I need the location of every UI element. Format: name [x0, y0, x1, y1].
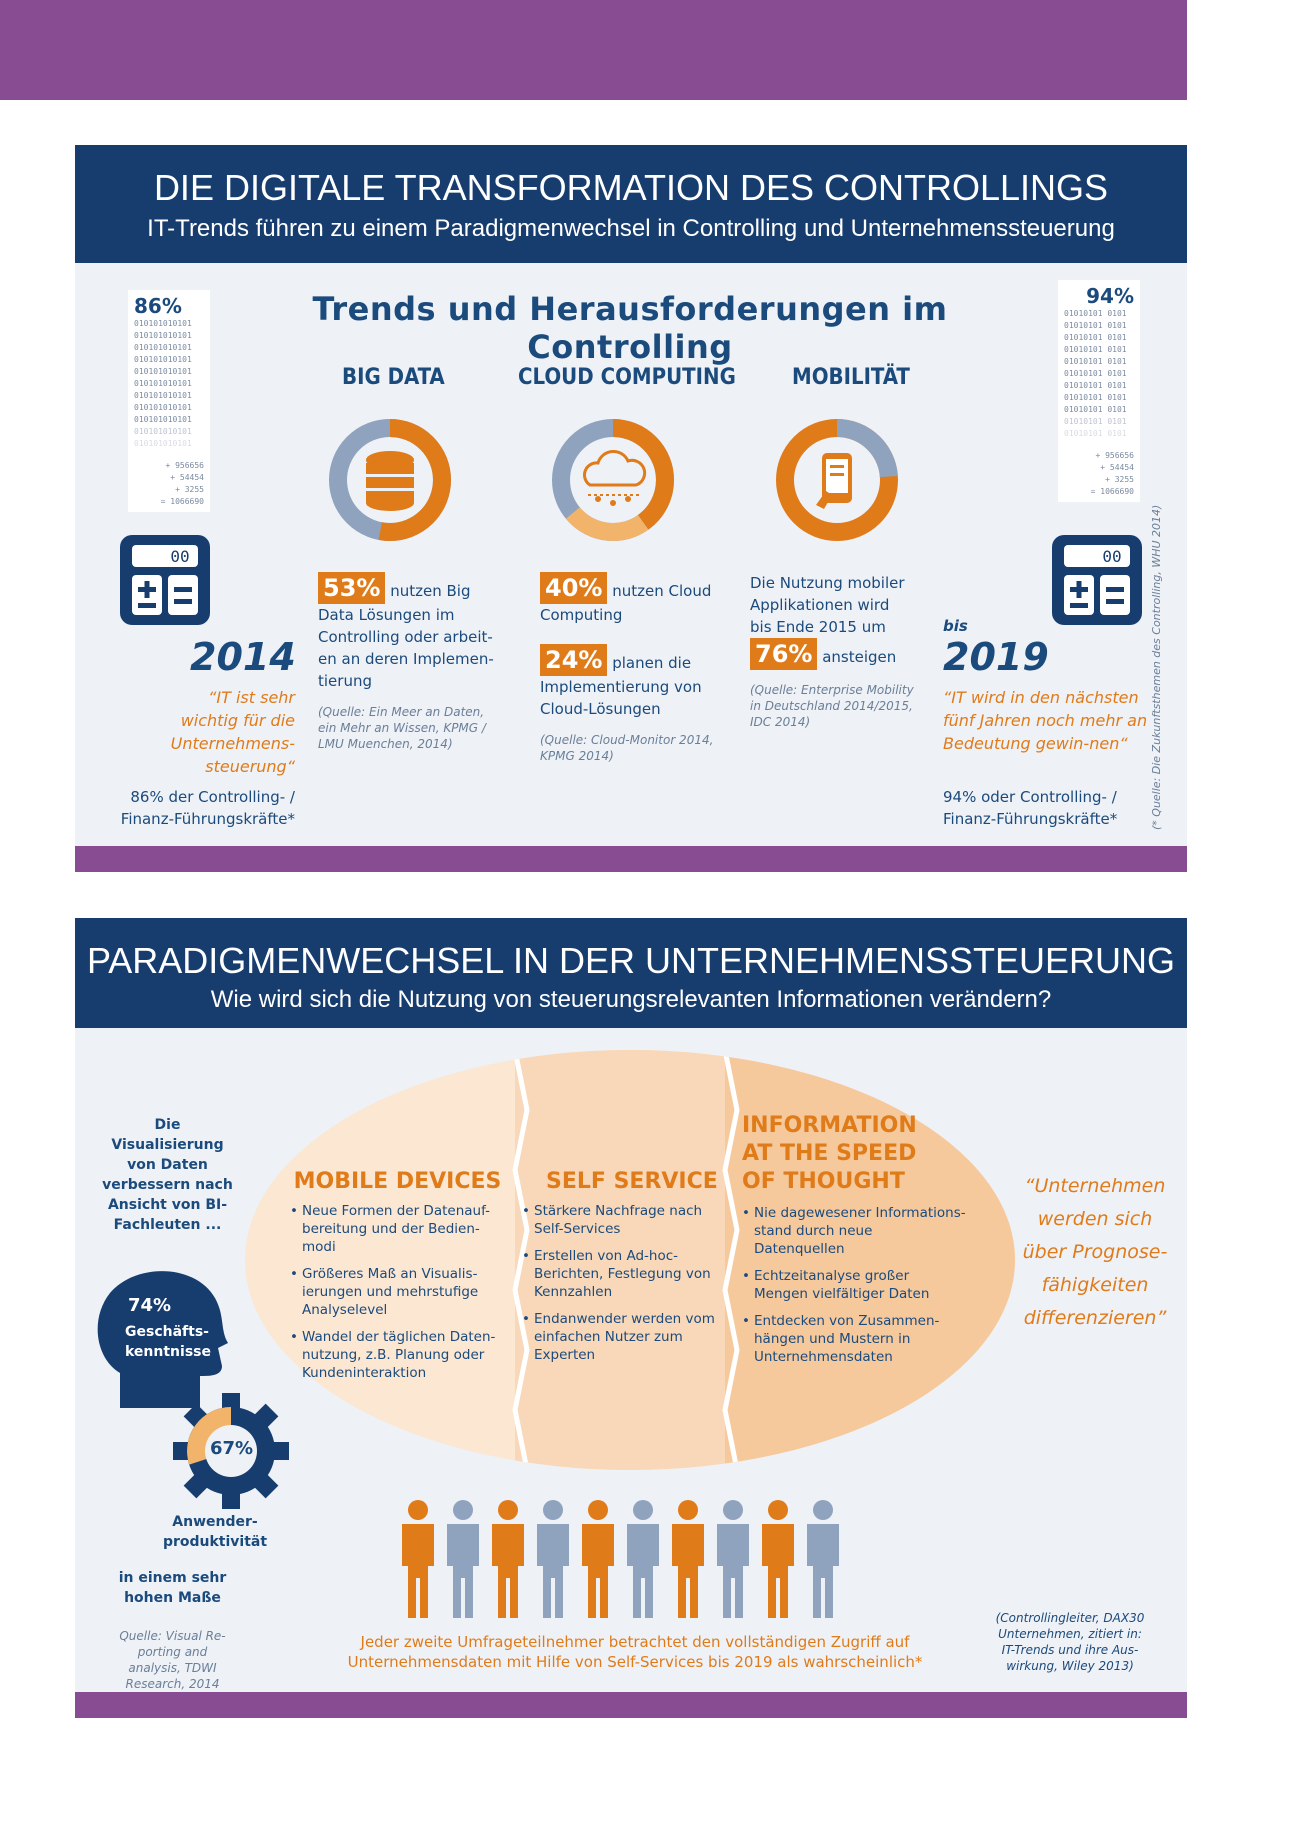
sum-lines-left: + 956656 + 54454 + 3255 = 1066690: [160, 461, 204, 506]
panel2-title: PARADIGMENWECHSEL IN DER UNTERNEHMENSSTE…: [86, 940, 1176, 981]
svg-text:00: 00: [170, 547, 189, 566]
panel-digital-transformation: [75, 145, 1187, 872]
head-icon: [90, 1258, 230, 1412]
right-percent: 94%: [1086, 284, 1134, 308]
receipt-right: 94% 01010101 0101 01010101 0101 01010101 0…: [1058, 280, 1140, 502]
infographic-title: Trends und Herausforderungen im Controll…: [312, 290, 948, 366]
calculator-icon-left: 00: [118, 533, 212, 631]
head-label: Geschäfts-kenntnisse: [125, 1324, 211, 1360]
calculator-icon-right: 00: [1050, 533, 1144, 631]
panel1-header: DIE DIGITALE TRANSFORMATION DES CONTROLL…: [75, 145, 1187, 263]
right-source: (Controllingleiter, DAX30 Unternehmen, z…: [995, 1611, 1145, 1673]
binary-stream-right: 01010101 0101 01010101 0101 01010101 0101 …: [1064, 309, 1127, 438]
quote-2014: “IT ist sehr wichtig für die Unternehmen…: [170, 688, 295, 776]
database-icon: [325, 415, 455, 549]
gear-percent: 67%: [210, 1438, 254, 1459]
panel1-subtitle: IT-Trends führen zu einem Paradigmenwech…: [147, 215, 1115, 242]
quote-2019: “IT wird in den nächsten fünf Jahren noc…: [943, 688, 1148, 753]
bullet: Entdecken von Zusammen-hängen und Muster…: [742, 1312, 967, 1366]
panel2-footer-bar: [75, 1692, 1187, 1718]
bullet: Echtzeitanalyse großer Mengen vielfältig…: [742, 1267, 967, 1303]
column-mobile-devices: MOBILE DEVICES Neue Formen der Datenauf-…: [290, 1168, 505, 1391]
gear-label: Anwender-produktivität: [162, 1514, 268, 1550]
mobile-icon: [772, 415, 902, 549]
top-banner: [0, 0, 1187, 100]
sum-lines-right: + 956656 + 54454 + 3255 = 1066690: [1090, 451, 1134, 496]
receipt-left: 86% 010101010101 010101010101 010101010101…: [128, 290, 210, 512]
side-source-note: (* Quelle: Die Zukunftsthemen des Contro…: [1150, 504, 1163, 830]
big-data-text: nutzen Big Data Lösungen im Controlling …: [318, 582, 494, 690]
big-data-stat: 53% nutzen Big Data Lösungen im Controll…: [318, 572, 503, 752]
cloud-icon: [548, 415, 678, 549]
panel1-footer-bar: [75, 846, 1187, 872]
mobility-text-post: ansteigen: [822, 648, 897, 666]
bullet: Neue Formen der Datenauf-bereitung und d…: [290, 1202, 505, 1256]
section-title-mobility: MOBILITÄT: [792, 365, 910, 390]
big-data-source: (Quelle: Ein Meer an Daten, ein Mehr an …: [318, 705, 486, 751]
bullet: Wandel der täglichen Daten-nutzung, z.B.…: [290, 1328, 505, 1382]
panel2-subtitle: Wie wird sich die Nutzung von steuerungs…: [210, 986, 1052, 1013]
head-percent: 74%: [128, 1295, 172, 1316]
left-source: Quelle: Visual Re-porting and analysis, …: [119, 1629, 226, 1691]
people-icons: [400, 1500, 850, 1624]
forecast-quote: “Unternehmen werden sich über Prognose-f…: [1022, 1175, 1168, 1329]
bis-label: bis: [943, 617, 968, 635]
panel2-header: PARADIGMENWECHSEL IN DER UNTERNEHMENSSTE…: [75, 918, 1187, 1028]
mobility-source: (Quelle: Enterprise Mobility in Deutschl…: [750, 683, 914, 729]
speed-of-thought-title: INFORMATION AT THE SPEED OF THOUGHT: [742, 1113, 917, 1194]
binary-stream-left: 010101010101 010101010101 010101010101 010…: [134, 319, 192, 448]
caption-2019: 94% oder Controlling- / Finanz-Führungsk…: [943, 788, 1118, 828]
svg-text:00: 00: [1102, 547, 1121, 566]
gear-icon: [172, 1392, 290, 1514]
visualisation-intro: Die Visualisierung von Daten verbessern …: [102, 1117, 233, 1233]
bullet: Größeres Maß an Visualis-ierungen und me…: [290, 1265, 505, 1319]
column-speed-of-thought: INFORMATION AT THE SPEED OF THOUGHT Nie …: [742, 1112, 967, 1375]
year-2014: 2014: [190, 635, 296, 679]
cloud-text: nutzen Cloud Computing: [540, 582, 712, 624]
bullet: Nie dagewesener Informations-stand durch…: [742, 1204, 967, 1258]
badge-40: 40%: [540, 572, 608, 604]
mobility-stat: Die Nutzung mobiler Applikationen wird b…: [750, 572, 915, 730]
caption-2014: 86% der Controlling- / Finanz-Führungskr…: [120, 788, 295, 828]
left-percent: 86%: [134, 294, 182, 318]
badge-53: 53%: [318, 572, 386, 604]
section-title-cloud: CLOUD COMPUTING: [518, 365, 736, 390]
cloud-stat: 40% nutzen Cloud Computing 24% planen di…: [540, 572, 725, 764]
mobility-text-pre: Die Nutzung mobiler Applikationen wird b…: [750, 574, 905, 636]
mobile-devices-title: MOBILE DEVICES: [293, 1169, 502, 1194]
degree-label: in einem sehr hohen Maße: [118, 1570, 227, 1606]
bottom-statement: Jeder zweite Umfrageteilnehmer betrachte…: [347, 1633, 923, 1671]
bullet: Stärkere Nachfrage nach Self-Services: [522, 1202, 722, 1238]
section-title-big-data: BIG DATA: [342, 365, 445, 390]
year-2019: 2019: [943, 635, 1049, 679]
column-self-service: SELF SERVICE Stärkere Nachfrage nach Sel…: [522, 1168, 722, 1373]
cloud-text-2: planen die Implementierung von Cloud-Lös…: [540, 654, 702, 718]
self-service-title: SELF SERVICE: [546, 1169, 718, 1194]
bullet: Erstellen von Ad-hoc-Berichten, Festlegu…: [522, 1247, 722, 1301]
panel1-title: DIE DIGITALE TRANSFORMATION DES CONTROLL…: [153, 167, 1109, 208]
bullet: Endanwender werden vom einfachen Nutzer …: [522, 1310, 722, 1364]
badge-76: 76%: [750, 638, 818, 670]
badge-24: 24%: [540, 644, 608, 676]
cloud-source: (Quelle: Cloud-Monitor 2014, KPMG 2014): [540, 733, 714, 763]
